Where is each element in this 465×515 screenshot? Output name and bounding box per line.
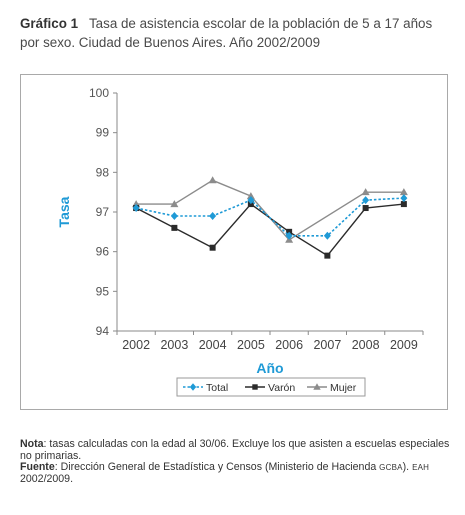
series-point-total xyxy=(209,211,217,220)
x-tick-label: 2004 xyxy=(199,338,227,352)
series-point-total xyxy=(285,231,293,240)
series-point-varn xyxy=(209,244,216,251)
chart-frame: 94 95 96 97 98 99 100 2002 2003 2004 2005 2006 2007 2… xyxy=(20,74,448,410)
series-point-total xyxy=(132,204,140,213)
series-point-total xyxy=(323,231,331,240)
legend-marker-varn xyxy=(252,384,258,390)
line-chart: 94 95 96 97 98 99 100 2002 2003 2004 2005 2006 2007 2… xyxy=(56,86,424,397)
y-axis-title: Tasa xyxy=(56,196,72,227)
x-tick-label: 2007 xyxy=(313,338,341,352)
source-text-3: 2002/2009. xyxy=(20,472,74,485)
figure-title: Gráfico 1 Tasa de asistencia escolar de … xyxy=(20,14,450,52)
series-point-varn xyxy=(171,224,178,231)
source-label: Fuente xyxy=(20,461,55,474)
series-point-mujer xyxy=(361,188,370,196)
y-tick-label: 100 xyxy=(89,86,109,100)
y-tick-label: 97 xyxy=(96,205,110,219)
x-tick-label: 2006 xyxy=(275,338,303,352)
series-point-mujer xyxy=(399,188,408,196)
x-tick-label: 2008 xyxy=(352,338,380,352)
x-tick-label: 2005 xyxy=(237,338,265,352)
series-point-mujer xyxy=(170,200,179,208)
note-text: : tasas calculadas con la edad al 30/06.… xyxy=(20,438,450,462)
x-tick-label: 2009 xyxy=(390,338,418,352)
legend-box xyxy=(176,377,366,397)
series-point-varn xyxy=(400,201,407,208)
series-point-varn xyxy=(324,252,331,259)
figure-label: Gráfico 1 xyxy=(20,16,79,31)
legend-marker-total xyxy=(189,383,197,391)
note-line: Nota: tasas calculadas con la edad al 30… xyxy=(20,438,450,462)
footnotes: Nota: tasas calculadas con la edad al 30… xyxy=(20,438,450,485)
source-text-2: ). xyxy=(402,461,413,474)
series-point-total xyxy=(362,196,370,205)
y-tick-label: 95 xyxy=(96,284,110,298)
y-tick-label: 99 xyxy=(96,126,110,140)
legend-label-total: Total xyxy=(206,382,228,394)
series-point-varn xyxy=(362,205,369,212)
series-point-mujer xyxy=(246,192,255,200)
legend-label-varn: Varón xyxy=(268,382,295,394)
x-tick-label: 2003 xyxy=(160,338,188,352)
y-tick-label: 96 xyxy=(96,245,110,259)
y-tick-label: 98 xyxy=(96,165,110,179)
series-point-mujer xyxy=(208,176,217,184)
legend-marker-mujer xyxy=(313,383,321,390)
legend-label-mujer: Mujer xyxy=(330,382,357,394)
source-text-1: : Dirección General de Estadística y Cen… xyxy=(54,461,380,474)
source-abbrev-gcba: GCBA xyxy=(379,463,403,473)
series-point-total xyxy=(400,194,408,203)
series-line-total xyxy=(135,197,404,237)
figure-title-text: Tasa de asistencia escolar de la poblaci… xyxy=(20,16,433,50)
source-abbrev-eah: EAH xyxy=(412,463,430,473)
x-axis-title: Año xyxy=(256,360,283,376)
source-line: Fuente: Dirección General de Estadística… xyxy=(20,461,450,485)
note-label: Nota xyxy=(20,438,44,450)
y-tick-label: 94 xyxy=(96,324,110,338)
series-point-total xyxy=(170,211,178,220)
series-point-total xyxy=(247,196,255,205)
x-tick-label: 2002 xyxy=(122,338,150,352)
